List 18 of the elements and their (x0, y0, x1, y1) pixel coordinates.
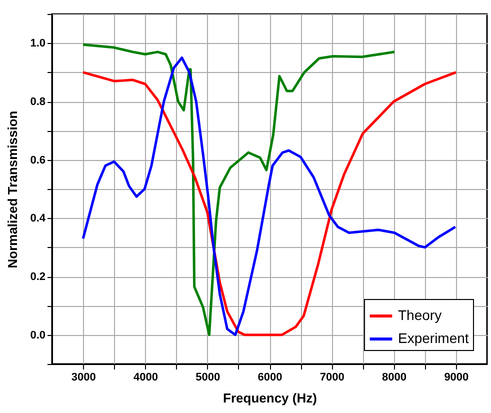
x-axis-title: Frequency (Hz) (223, 390, 317, 406)
y-tick-label: 1.0 (30, 38, 46, 50)
y-tick-label: 0.6 (30, 154, 46, 166)
x-tick-label: 8000 (382, 372, 407, 384)
x-tick-label: 5000 (196, 372, 220, 384)
y-tick-label: 0.4 (30, 212, 46, 225)
line-series (82, 43, 396, 336)
y-tick-label: 0.2 (30, 271, 46, 283)
legend-label: Experiment (398, 330, 469, 346)
y-axis-title: Normalized Transmission (5, 110, 20, 268)
y-tick-label: 0.0 (30, 329, 46, 342)
y-tick-label: 0.8 (30, 96, 46, 108)
x-tick-label: 7000 (320, 372, 344, 384)
x-tick-label: 4000 (133, 372, 158, 384)
x-tick-label: 9000 (444, 372, 469, 384)
legend-label: Theory (398, 307, 442, 323)
x-tick-label: 6000 (258, 372, 282, 384)
x-tick-label: 3000 (71, 372, 96, 384)
